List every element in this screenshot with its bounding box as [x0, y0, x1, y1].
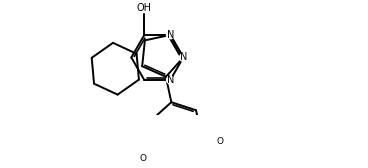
Circle shape [217, 139, 223, 145]
Circle shape [180, 54, 187, 61]
Text: N: N [167, 30, 174, 40]
Text: OH: OH [137, 4, 152, 13]
Circle shape [167, 76, 174, 84]
Text: O: O [139, 154, 146, 163]
Circle shape [167, 31, 174, 39]
Text: N: N [167, 75, 174, 85]
Text: N: N [180, 52, 187, 62]
Circle shape [140, 155, 146, 161]
Text: O: O [216, 137, 223, 146]
